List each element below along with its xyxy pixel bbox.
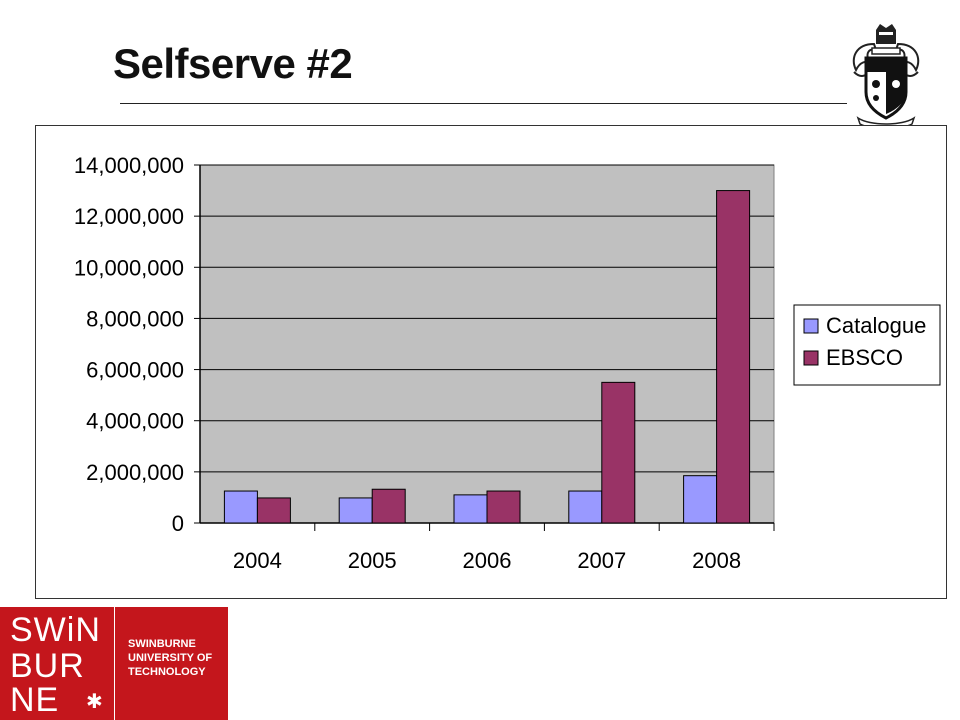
- bar-catalogue-2008: [683, 475, 718, 524]
- logo-name-line-2: UNIVERSITY OF: [128, 652, 213, 664]
- y-tick-label: 10,000,000: [74, 255, 184, 280]
- university-crest-icon: [852, 24, 920, 128]
- logo-mark-line-2: BUR: [10, 647, 85, 685]
- chart-frame: 0 2,000,000 4,000,000 6,000,000 8,000,000 10,…: [35, 125, 947, 599]
- x-tick-label: 2005: [348, 548, 397, 573]
- bar-catalogue-2005: [338, 497, 373, 524]
- x-tick-label: 2007: [577, 548, 626, 573]
- bar-ebsco-2006: [486, 490, 521, 524]
- y-tick-label: 0: [172, 511, 184, 536]
- legend-label-catalogue: Catalogue: [826, 313, 926, 338]
- bar-catalogue-2007: [568, 490, 603, 524]
- logo-name: SWINBURNE UNIVERSITY OF TECHNOLOGY: [128, 637, 224, 679]
- asterisk-icon: ✱: [86, 691, 103, 713]
- logo-name-line-3: TECHNOLOGY: [128, 666, 206, 678]
- logo-divider: [114, 607, 115, 720]
- y-tick-label: 14,000,000: [74, 153, 184, 178]
- bar-ebsco-2007: [601, 381, 636, 524]
- x-tick-label: 2008: [692, 548, 741, 573]
- swinburne-logo: SWiN BUR NE ✱ SWINBURNE UNIVERSITY OF TE…: [0, 607, 228, 720]
- plot-area: [199, 164, 775, 524]
- x-tick-label: 2004: [233, 548, 282, 573]
- legend-swatch-ebsco: [803, 350, 819, 366]
- logo-mark-line-1: SWiN: [10, 611, 101, 649]
- y-tick-label: 12,000,000: [74, 204, 184, 229]
- y-tick-label: 8,000,000: [86, 306, 184, 331]
- legend-box: [793, 304, 941, 386]
- bar-chart: 0 2,000,000 4,000,000 6,000,000 8,000,000 10,…: [74, 153, 941, 573]
- legend-label-ebsco: EBSCO: [826, 345, 903, 370]
- bar-catalogue-2006: [453, 494, 488, 524]
- bar-catalogue-2004: [223, 490, 258, 524]
- x-tick-label: 2006: [463, 548, 512, 573]
- logo-mark: SWiN BUR NE ✱: [0, 607, 114, 720]
- bar-ebsco-2004: [256, 497, 291, 524]
- title-divider: [120, 103, 847, 104]
- y-tick-label: 2,000,000: [86, 460, 184, 485]
- slide-title: Selfserve #2: [113, 40, 353, 87]
- chart-legend: Catalogue EBSCO: [793, 304, 941, 386]
- logo-mark-line-3: NE: [10, 681, 60, 719]
- bar-ebsco-2008: [716, 190, 751, 524]
- bar-ebsco-2005: [371, 488, 406, 524]
- y-tick-label: 4,000,000: [86, 409, 184, 434]
- y-tick-label: 6,000,000: [86, 358, 184, 383]
- logo-name-line-1: SWINBURNE: [128, 638, 196, 650]
- legend-swatch-catalogue: [803, 318, 819, 334]
